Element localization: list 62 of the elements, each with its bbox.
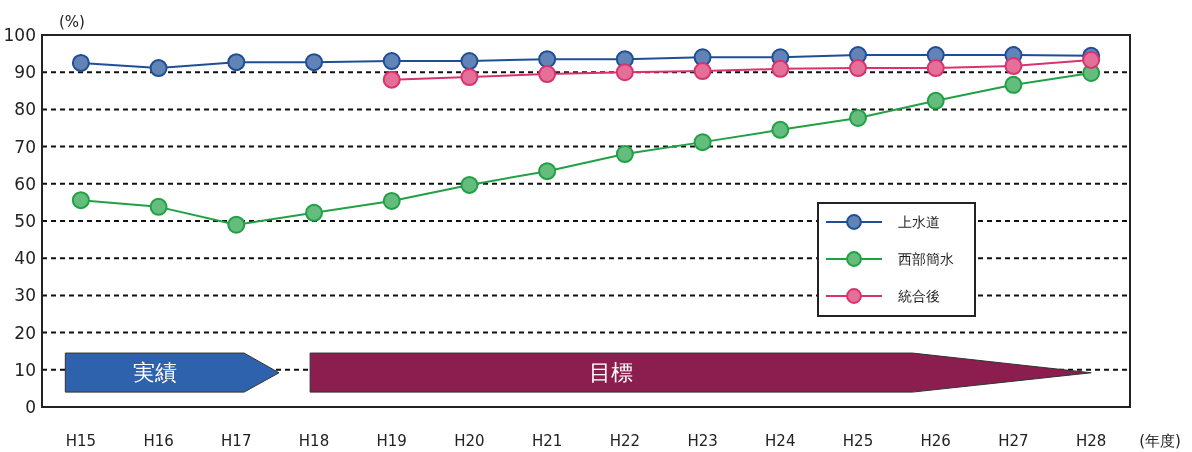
point bbox=[926, 91, 945, 110]
point bbox=[771, 120, 790, 139]
point bbox=[382, 52, 401, 71]
x-axis-title: (年度) bbox=[1139, 432, 1181, 450]
point bbox=[460, 175, 479, 194]
y-axis-title: (%) bbox=[59, 13, 85, 31]
x-tick-label: H20 bbox=[454, 432, 485, 450]
point bbox=[227, 53, 246, 72]
point bbox=[1004, 75, 1023, 94]
y-tick-label: 40 bbox=[14, 248, 36, 269]
x-tick-label: H15 bbox=[65, 432, 97, 450]
point bbox=[693, 133, 712, 152]
point bbox=[149, 197, 168, 216]
point bbox=[926, 59, 945, 78]
legend-label: 上水道 bbox=[898, 213, 940, 230]
x-tick-label: H18 bbox=[298, 432, 330, 450]
x-tick-label: H24 bbox=[765, 432, 796, 450]
y-tick-label: 60 bbox=[14, 173, 36, 194]
y-tick-label: 80 bbox=[14, 99, 36, 120]
x-tick-label: H23 bbox=[687, 432, 718, 450]
point bbox=[305, 203, 323, 222]
y-tick-label: 70 bbox=[14, 136, 36, 157]
point bbox=[1004, 56, 1023, 75]
point bbox=[615, 145, 634, 164]
point bbox=[305, 53, 323, 72]
y-tick-label: 50 bbox=[14, 210, 36, 231]
y-tick-label: 20 bbox=[14, 322, 36, 343]
point bbox=[460, 52, 479, 71]
point bbox=[849, 108, 867, 127]
point bbox=[615, 63, 634, 82]
x-tick-label: H28 bbox=[1075, 432, 1107, 450]
x-tick-label: H21 bbox=[531, 432, 563, 450]
x-tick-label: H19 bbox=[376, 432, 407, 450]
point bbox=[693, 62, 712, 81]
point bbox=[460, 68, 479, 87]
y-tick-label: 30 bbox=[14, 285, 36, 306]
y-tick-label: 90 bbox=[14, 62, 36, 83]
point bbox=[71, 191, 90, 210]
annotation: 目標 bbox=[589, 360, 634, 386]
point bbox=[71, 53, 90, 72]
annotation: 実績 bbox=[132, 360, 177, 386]
x-tick-label: H26 bbox=[920, 432, 951, 450]
point bbox=[849, 59, 867, 78]
point bbox=[227, 215, 246, 234]
x-tick-label: H17 bbox=[221, 432, 252, 450]
point bbox=[382, 70, 401, 89]
x-tick-label: H16 bbox=[143, 432, 174, 450]
point bbox=[538, 50, 557, 69]
x-tick-label: H22 bbox=[609, 432, 641, 450]
point bbox=[1082, 50, 1101, 69]
y-tick-label: 10 bbox=[14, 359, 36, 380]
point bbox=[538, 65, 557, 84]
x-tick-label: H27 bbox=[998, 432, 1029, 450]
point bbox=[538, 162, 557, 181]
y-tick-label: 0 bbox=[25, 396, 36, 417]
legend-label: 統合後 bbox=[898, 287, 940, 304]
y-tick-label: 100 bbox=[3, 24, 36, 45]
legend-label: 西部簡水 bbox=[898, 250, 954, 267]
x-tick-label: H25 bbox=[842, 432, 874, 450]
point bbox=[382, 191, 401, 210]
point bbox=[771, 59, 790, 78]
point bbox=[149, 59, 168, 78]
